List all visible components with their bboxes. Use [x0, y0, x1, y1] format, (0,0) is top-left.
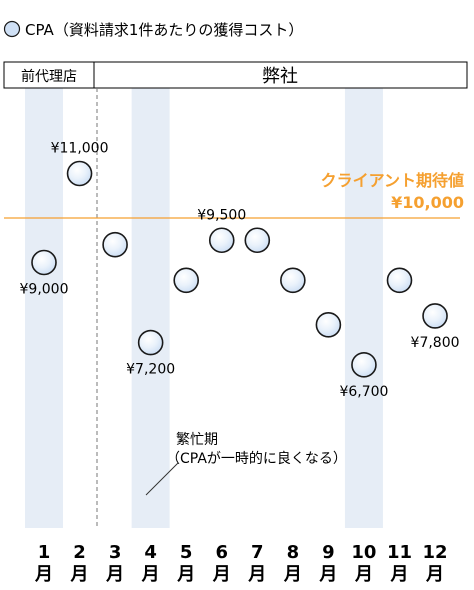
data-point [244, 227, 271, 254]
data-points [31, 160, 448, 378]
x-axis-labels: 1 月 2 月 3 月 4 月 5 月 6 月 7 月 8 月 9 月 10 月 11 月 12 月 [34, 542, 448, 585]
x-tick-label: 10 月 [351, 542, 376, 585]
data-label: ¥9,000 [20, 282, 69, 298]
data-label: ¥11,000 [51, 141, 109, 157]
data-label: ¥7,200 [126, 362, 175, 378]
legend: CPA（資料請求1件あたりの獲得コスト） [3, 20, 303, 39]
data-label: ¥6,700 [339, 384, 388, 400]
data-point [66, 160, 93, 187]
data-label: ¥7,800 [411, 335, 460, 351]
data-labels: ¥9,000 ¥11,000 ¥7,200 ¥9,500 ¥6,700 ¥7,800 [20, 141, 460, 400]
shaded-month-1 [25, 88, 63, 528]
header-our-company: 弊社 [262, 66, 298, 87]
data-point [280, 267, 306, 294]
header-previous-agency: 前代理店 [21, 68, 77, 85]
data-point [386, 267, 413, 294]
annotation-pointer [145, 462, 179, 496]
target-value: ¥10,000 [391, 193, 464, 212]
period-header: 前代理店 弊社 [3, 61, 468, 89]
annotation-detail: （CPAが一時的に良くなる） [166, 451, 347, 467]
x-tick-label: 12 月 [423, 542, 448, 585]
data-point [173, 267, 199, 294]
busy-season-shading [25, 88, 383, 528]
shaded-month-10 [344, 88, 383, 528]
legend-marker-icon [3, 20, 21, 38]
data-point [102, 231, 128, 258]
annotation-title: 繁忙期 [176, 432, 218, 448]
shaded-month-4 [131, 88, 170, 528]
legend-label: CPA（資料請求1件あたりの獲得コスト） [25, 21, 303, 39]
data-point [315, 311, 342, 338]
data-point [422, 303, 448, 329]
target-label: クライアント期待値 [321, 171, 464, 190]
x-tick-label: 11 月 [387, 542, 412, 585]
data-label: ¥9,500 [197, 207, 246, 223]
data-point [137, 329, 164, 356]
data-point [208, 227, 235, 254]
data-point [31, 249, 57, 276]
data-point [351, 352, 377, 378]
